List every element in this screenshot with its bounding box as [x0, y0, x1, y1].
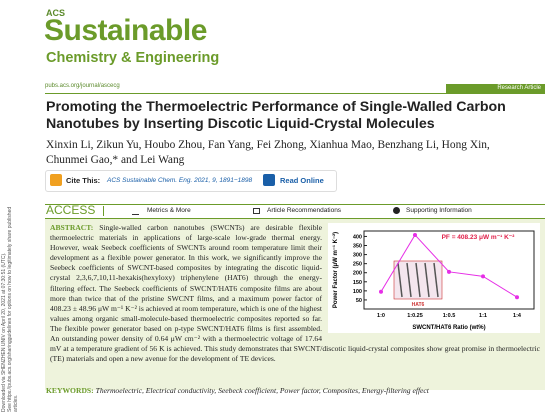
access-label: ACCESS [46, 203, 96, 217]
cite-icon [50, 174, 62, 186]
annotation: PF = 408.23 μW m⁻¹ K⁻² [442, 234, 516, 241]
abstract-text: Single-walled carbon nanotubes (SWCNTs) … [50, 223, 540, 364]
point [379, 289, 383, 294]
x-tick-label: 1:4 [513, 313, 522, 319]
x-tick-label: 1:0.25 [407, 313, 423, 319]
inset-label: HAT6 [412, 302, 425, 308]
abstract-label: ABSTRACT: [50, 223, 94, 232]
rule [45, 93, 545, 94]
nanotube [415, 262, 421, 298]
y-tick-label: 50 [356, 298, 362, 304]
si-icon [393, 207, 400, 214]
y-tick-label: 400 [353, 234, 362, 240]
keywords-label: KEYWORDS: [46, 386, 94, 395]
point [447, 269, 451, 274]
x-axis-label: SWCNT/HAT6 Ratio (wt%) [412, 325, 485, 331]
point [481, 274, 485, 279]
x-tick-label: 1:1 [479, 313, 487, 319]
read-online[interactable]: Read Online [280, 176, 324, 185]
point [413, 232, 417, 237]
authors: Xinxin Li, Zikun Yu, Houbo Zhou, Fan Yan… [46, 139, 490, 166]
keywords-text: Thermoelectric, Electrical conductivity,… [95, 386, 429, 395]
nanotube [406, 262, 412, 298]
point [515, 295, 519, 300]
logo-sub: Chemistry & Engineering [46, 50, 220, 66]
y-axis-label: Power Factor (μW m⁻¹ K⁻²) [332, 232, 339, 308]
nanotube [424, 262, 430, 298]
keywords: KEYWORDS: Thermoelectric, Electrical con… [46, 386, 546, 395]
read-icon [263, 174, 275, 186]
y-tick-label: 300 [353, 253, 362, 259]
y-tick-label: 150 [353, 280, 362, 286]
cite-ref[interactable]: ACS Sustainable Chem. Eng. 2021, 9, 1891… [107, 177, 253, 184]
rec-icon [253, 208, 260, 214]
nanotube [433, 262, 439, 298]
chart: 50 100 150 200 250 300 350 400 Power Factor (μW … [332, 230, 535, 331]
title: Promoting the Thermoelectric Performance… [46, 99, 506, 132]
abstract: 50 100 150 200 250 300 350 400 Power Factor (μW … [45, 219, 545, 390]
access-bar [45, 204, 545, 219]
divider [103, 206, 104, 216]
y-tick-label: 100 [353, 289, 362, 295]
y-tick-label: 350 [353, 244, 362, 250]
metrics-icon [132, 208, 139, 215]
nanotube [397, 262, 403, 298]
y-tick-label: 250 [353, 262, 362, 268]
access-link[interactable]: Metrics & More [147, 207, 191, 214]
logo-main: Sustainable [44, 14, 207, 47]
plot-frame [363, 230, 535, 310]
journal-url[interactable]: pubs.acs.org/journal/ascecg [45, 83, 120, 89]
x-tick-label: 1:0 [377, 313, 385, 319]
x-tick-label: 1:0.5 [443, 313, 456, 319]
access-link[interactable]: Supporting Information [406, 207, 472, 214]
margin-line: See https://pubs.acs.org/sharingguidelin… [7, 206, 19, 412]
article-type: Research Article [446, 84, 545, 93]
access-link[interactable]: Article Recommendations [267, 207, 342, 214]
toc-graphic: 50 100 150 200 250 300 350 400 Power Factor (μW … [328, 223, 540, 333]
cite-label: Cite This: [66, 176, 101, 185]
y-tick-label: 200 [353, 271, 362, 277]
logo-small: ACS [46, 8, 66, 18]
margin-note: Downloaded via SHENZHEN UNIV on April 20… [1, 192, 19, 412]
